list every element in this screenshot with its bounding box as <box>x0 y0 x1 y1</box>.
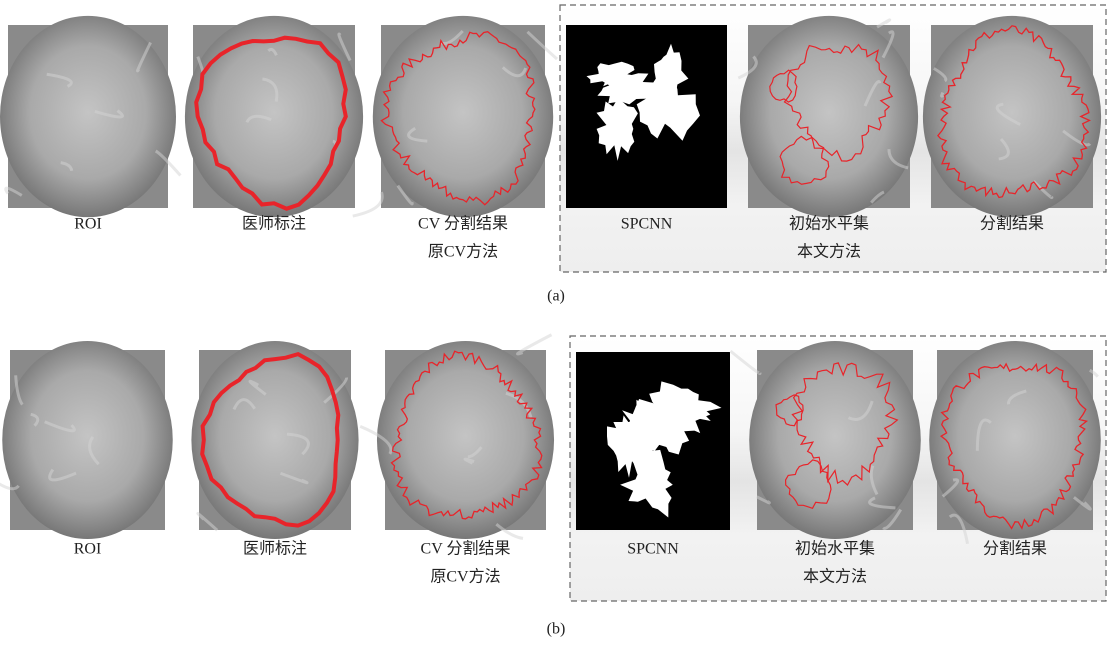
image-caption: 初始水平集 <box>789 215 869 233</box>
texture <box>942 93 944 97</box>
group-caption: 原CV方法 <box>428 243 498 261</box>
image-caption: 医师标注 <box>242 215 306 233</box>
image <box>191 341 358 539</box>
lesion <box>377 341 554 539</box>
lesion <box>929 341 1101 539</box>
group-caption: 本文方法 <box>803 568 867 586</box>
image-caption: ROI <box>74 216 102 233</box>
image <box>0 16 180 217</box>
panel-label: (a) <box>547 288 565 305</box>
image <box>929 341 1101 544</box>
figure: ROI医师标注CV 分割结果SPCNN初始水平集分割结果原CV方法本文方法(a)… <box>0 0 1112 644</box>
image <box>923 16 1101 217</box>
image-caption: ROI <box>74 541 102 558</box>
image-caption: 医师标注 <box>243 540 307 558</box>
image-caption: SPCNN <box>627 541 679 558</box>
lesion <box>185 16 363 217</box>
image-caption: SPCNN <box>621 216 673 233</box>
image-caption: 分割结果 <box>983 540 1047 558</box>
image <box>0 341 173 539</box>
lesion <box>740 16 918 217</box>
image <box>738 16 918 217</box>
panel-label: (b) <box>547 621 566 638</box>
lesion <box>2 341 173 539</box>
image <box>360 335 554 539</box>
group-caption: 原CV方法 <box>430 568 500 586</box>
image <box>185 16 363 217</box>
texture <box>353 192 382 216</box>
image-caption: 分割结果 <box>980 215 1044 233</box>
image-caption: 初始水平集 <box>795 540 875 558</box>
image-caption: CV 分割结果 <box>421 540 511 558</box>
group-caption: 本文方法 <box>797 243 861 261</box>
page: {"panels": [ {"label": "(a)", "left": {"… <box>0 0 1112 644</box>
image-caption: CV 分割结果 <box>418 215 508 233</box>
lesion <box>923 16 1101 217</box>
lesion <box>191 341 358 539</box>
